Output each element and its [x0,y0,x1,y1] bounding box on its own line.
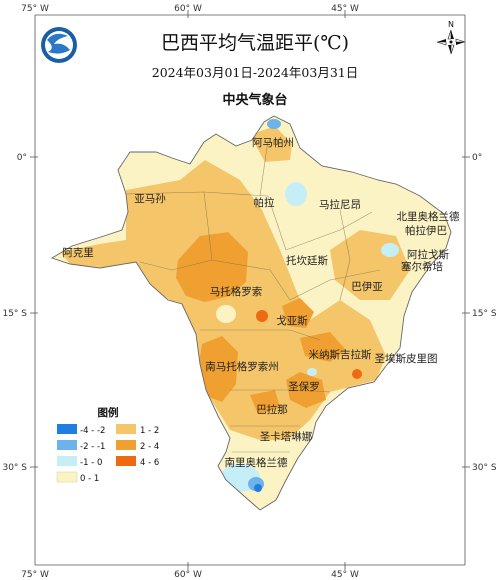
state-label-matogrosso: 马托格罗索 [210,285,263,298]
zone-2-4-matogrosso [176,232,248,302]
legend: 图例 -4 - -2 1 - 2 -2 - -1 2 - 4 -1 - 0 4 … [56,406,159,484]
organization: 中央气象台 [222,92,287,108]
tick-right-0: 0° [472,153,482,163]
state-label-rs: 南里奥格兰德 [225,456,288,469]
tick-left-30s: 30° S [2,463,27,473]
zone-2-4-msul [198,336,238,402]
tick-top-60w: 60° W [174,4,202,14]
state-label-amazonas: 亚马孙 [134,192,166,205]
zone-minus1-0-para [285,182,307,206]
zone-minus1-0-sp [307,368,317,376]
state-label-paraiba: 帕拉伊巴 [405,224,447,237]
tick-right-30s: 30° S [472,463,497,473]
legend-label-minus2-minus1: -2 - -1 [80,442,105,452]
date-range: 2024年03月01日-2024年03月31日 [152,65,358,80]
tick-top-45w: 45° W [331,4,359,14]
zone-minus2-minus1-amapa [267,119,281,129]
legend-label-0-1: 0 - 1 [80,474,99,484]
zone-minus4-minus2-rs [254,484,262,492]
legend-swatch-0-1 [56,471,78,483]
legend-swatch-minus1-0 [57,456,77,466]
legend-swatch-minus2-minus1 [57,440,77,450]
state-label-sp: 圣保罗 [288,380,320,393]
zone-2-4-mg [300,332,346,362]
map-frame [30,10,470,570]
tick-top-75w: 75° W [21,4,49,14]
legend-swatch-minus4-minus2 [57,424,77,434]
legend-label-4-6: 4 - 6 [140,458,159,468]
legend-swatch-4-6 [116,456,136,466]
zone-4-6-spot-1 [256,310,268,322]
logo [41,27,77,63]
zone-2-4-pr [250,390,280,414]
tick-left-15s: 15° S [2,309,27,319]
state-label-tocantins: 托坎廷斯 [286,254,328,267]
north-arrow-icon: N [436,20,466,55]
zone-0-1-patch-1 [216,305,236,323]
state-labels: 阿马帕州 亚马孙 帕拉 马拉尼昂 北里奥格兰德 帕拉伊巴 阿克里 阿拉戈斯 塞尔… [62,136,460,469]
state-label-maranhao: 马拉尼昂 [319,198,361,211]
legend-label-1-2: 1 - 2 [140,426,159,436]
tick-bottom-45w: 45° W [331,570,359,580]
legend-label-2-4: 2 - 4 [140,442,159,452]
state-label-para: 帕拉 [254,196,275,209]
legend-title: 图例 [98,406,119,419]
state-label-amapa: 阿马帕州 [252,136,294,149]
tick-left-0: 0° [17,153,27,163]
compass-n: N [448,20,454,29]
state-label-parana: 巴拉那 [256,403,288,416]
legend-label-minus1-0: -1 - 0 [80,458,102,468]
zone-2-4-sp [286,372,326,408]
state-label-mg: 米纳斯吉拉斯 [309,348,372,361]
tick-bottom-75w: 75° W [21,570,49,580]
state-label-sc: 圣卡塔琳娜 [260,430,313,443]
zone-4-6-spot-2 [352,369,362,379]
zone-2-4-goias [282,298,314,328]
state-label-ms: 南马托格罗索州 [205,360,279,373]
state-label-goias: 戈亚斯 [276,314,308,327]
state-label-sergipe: 塞尔希培 [401,260,443,273]
state-label-es: 圣埃斯皮里图 [375,352,438,365]
tick-right-15s: 15° S [472,309,497,319]
zone-1-2-west [60,240,140,268]
state-label-acre: 阿克里 [62,247,94,259]
tick-bottom-60w: 60° W [174,570,202,580]
zone-1-2-amapa [250,126,292,162]
map-title: 巴西平均气温距平(℃) [161,32,349,54]
zone-1-2-central [126,160,386,440]
legend-swatch-1-2 [116,424,136,434]
state-label-rn: 北里奥格兰德 [397,210,460,223]
legend-swatch-2-4 [116,440,136,450]
legend-label-minus4-minus2: -4 - -2 [80,426,105,436]
zone-minus1-0-pe [381,243,399,257]
state-label-alagoas: 阿拉戈斯 [407,248,449,261]
state-label-bahia: 巴伊亚 [351,281,383,293]
